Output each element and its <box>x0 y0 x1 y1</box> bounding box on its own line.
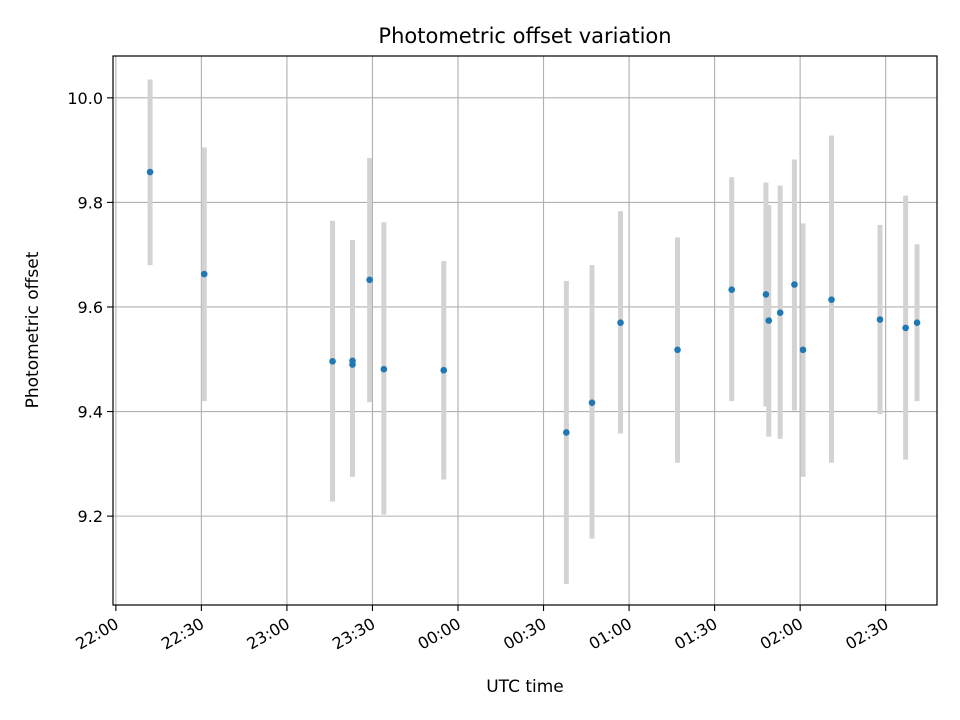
x-tick-label: 02:30 <box>842 614 891 654</box>
data-point <box>674 346 681 354</box>
x-tick-label: 22:30 <box>158 614 207 654</box>
data-point <box>563 429 570 436</box>
data-point <box>913 319 921 326</box>
y-tick-label: 9.2 <box>78 507 103 526</box>
x-tick-label: 22:00 <box>72 614 121 654</box>
y-axis-label: Photometric offset <box>23 251 43 408</box>
data-point <box>329 358 336 365</box>
x-axis-label: UTC time <box>486 677 564 697</box>
data-point <box>876 316 884 323</box>
data-point <box>728 286 736 294</box>
chart-title: Photometric offset variation <box>378 24 671 48</box>
error-bars <box>147 79 920 585</box>
x-tick-label: 00:30 <box>500 614 549 654</box>
y-tick-label: 9.8 <box>78 193 103 212</box>
data-point <box>765 317 773 324</box>
data-point <box>617 319 624 326</box>
data-point <box>791 281 798 288</box>
data-point <box>349 361 356 368</box>
x-tick-label: 00:00 <box>415 614 464 654</box>
grid <box>113 56 937 605</box>
data-point <box>828 296 835 303</box>
x-tick-label: 23:30 <box>329 614 378 654</box>
data-point <box>380 365 388 373</box>
x-tick-label: 23:00 <box>243 614 292 654</box>
x-tick-label: 02:00 <box>757 614 806 654</box>
data-point <box>762 291 770 298</box>
data-point <box>799 346 807 354</box>
plot-frame <box>112 55 938 606</box>
data-point <box>366 276 373 284</box>
data-point <box>902 324 909 332</box>
y-tick-label: 9.4 <box>78 403 103 422</box>
y-tick-label: 9.6 <box>78 298 103 317</box>
data-point <box>146 168 154 176</box>
data-point <box>200 270 208 278</box>
x-tick-label: 01:30 <box>671 614 720 654</box>
y-tick-label: 10.0 <box>67 89 103 108</box>
data-points <box>146 168 921 436</box>
data-point <box>776 309 784 317</box>
data-point <box>440 366 448 374</box>
x-tick-label: 01:00 <box>586 614 635 654</box>
data-point <box>588 399 596 406</box>
